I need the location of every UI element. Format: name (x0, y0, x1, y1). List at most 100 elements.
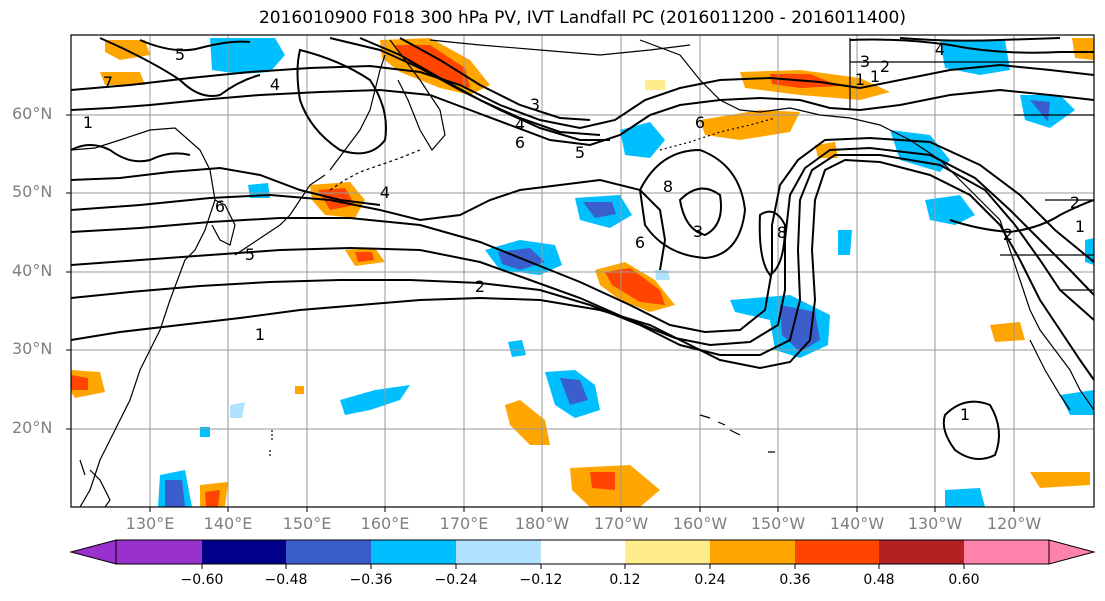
korea-coast (211, 199, 236, 246)
contour-label: 2 (475, 277, 485, 296)
pv-contour (399, 37, 591, 121)
lat-label: 20°N (12, 418, 53, 437)
contour-label: 4 (515, 115, 525, 134)
lon-label: 140°W (829, 514, 885, 533)
colorbar-segment (625, 540, 710, 564)
colorbar-segment (879, 540, 964, 564)
colorbar (69, 539, 1096, 569)
alaska-coast (639, 39, 1001, 221)
japan-coast (234, 174, 326, 256)
contour-label: 8 (663, 177, 673, 196)
lon-label: 160°E (360, 514, 410, 533)
colorbar-tick-label: −0.60 (180, 572, 224, 588)
neg-anomaly-patch (508, 340, 526, 357)
gridlines (71, 35, 1094, 507)
pv-contour (71, 63, 1094, 130)
neg-anomaly-patch (1085, 238, 1094, 265)
pv-contours (71, 37, 1094, 460)
colorbar-tick-label: −0.36 (349, 572, 393, 588)
contour-label: 1 (960, 405, 970, 424)
colorbar-tick-label: 0.24 (694, 572, 726, 588)
contour-label: 1 (83, 113, 93, 132)
lat-label: 30°N (12, 339, 53, 358)
pv-contour (71, 178, 667, 271)
pv-contour (71, 144, 191, 163)
siberia-coast (429, 39, 691, 56)
lon-label: 130°W (907, 514, 963, 533)
canada-boundary (849, 38, 1094, 291)
colorbar-tick-label: −0.12 (519, 572, 563, 588)
contour-label: 6 (635, 233, 645, 252)
axis-ticks (66, 114, 1015, 512)
lat-label: 60°N (12, 104, 53, 123)
pos-anomaly-patch (205, 490, 220, 507)
lat-label: 50°N (12, 182, 53, 201)
colorbar-tick-label: 0.36 (779, 572, 811, 588)
contour-label: 4 (935, 40, 945, 59)
pv-contour (99, 37, 261, 97)
pv-contour (949, 199, 1094, 234)
colorbar-segment (202, 540, 286, 564)
neg-anomaly-patch (248, 183, 270, 198)
neg-anomaly-patch (560, 378, 588, 405)
pv-contour (296, 48, 387, 155)
neg-anomaly-patch (210, 38, 285, 74)
pv-contour (139, 39, 251, 52)
pv-contour (899, 37, 1061, 42)
lon-label: 170°E (439, 514, 489, 533)
map-title: 2016010900 F018 300 hPa PV, IVT Landfall… (258, 8, 906, 28)
contour-label: 6 (515, 133, 525, 152)
pos-anomaly-patch (815, 142, 838, 158)
contour-label: 2 (880, 57, 890, 76)
contour-label: 1 (1075, 217, 1085, 236)
pos-anomaly-patch (505, 400, 550, 445)
neg-anomaly-patch (925, 195, 975, 225)
kuril-chain (329, 149, 421, 191)
asia-coast (71, 127, 216, 507)
pos-anomaly-patch (355, 252, 374, 262)
lon-label: 170°W (593, 514, 649, 533)
lon-label: 140°E (203, 514, 253, 533)
colorbar-tick-label: 0.48 (863, 572, 895, 588)
colorbar-segment (541, 540, 625, 564)
contour-label: 3 (530, 95, 540, 114)
contour-label: 1 (255, 325, 265, 344)
neg-anomaly-patch (1030, 100, 1050, 122)
pos-anomaly-patch (1030, 472, 1090, 488)
pv-contour (758, 210, 787, 277)
colorbar-segment (456, 540, 541, 564)
colorbar-segment (710, 540, 795, 564)
pv-contour (638, 148, 747, 260)
colorbar-ticks (201, 564, 965, 569)
colorbar-frame (115, 539, 1050, 565)
pv-contour (71, 166, 381, 206)
pv-contour (849, 38, 1094, 54)
contour-label: 6 (215, 197, 225, 216)
na-west-coast (999, 219, 1094, 411)
pos-anomaly-patch (295, 386, 304, 394)
kamchatka-coast (389, 39, 446, 152)
contour-label: 5 (245, 245, 255, 264)
colorbar-tick-label: 0.60 (948, 572, 980, 588)
lon-label: 150°E (282, 514, 332, 533)
sakhalin-coast (329, 54, 386, 171)
pv-contour (678, 187, 722, 237)
colorbar-segment (371, 540, 456, 564)
contour-label: 2 (1003, 225, 1013, 244)
contour-label: 4 (270, 75, 280, 94)
marianas-islands (269, 430, 273, 458)
pos-anomaly-patch (700, 110, 800, 140)
contour-label: 1 (870, 67, 880, 86)
colorbar-segment (286, 540, 371, 564)
lon-label: 130°E (125, 514, 175, 533)
colorbar-tick-label: 0.12 (609, 572, 641, 588)
pv-contour (359, 37, 601, 136)
pos-anomaly-patch (605, 268, 665, 305)
hawaii-islands (699, 414, 741, 436)
pos-anomaly-patch (990, 322, 1025, 342)
contour-label: 1 (855, 70, 865, 89)
neg-anomaly-patch (945, 488, 985, 507)
pv-contour (942, 400, 1000, 460)
contour-label: 3 (860, 52, 870, 71)
